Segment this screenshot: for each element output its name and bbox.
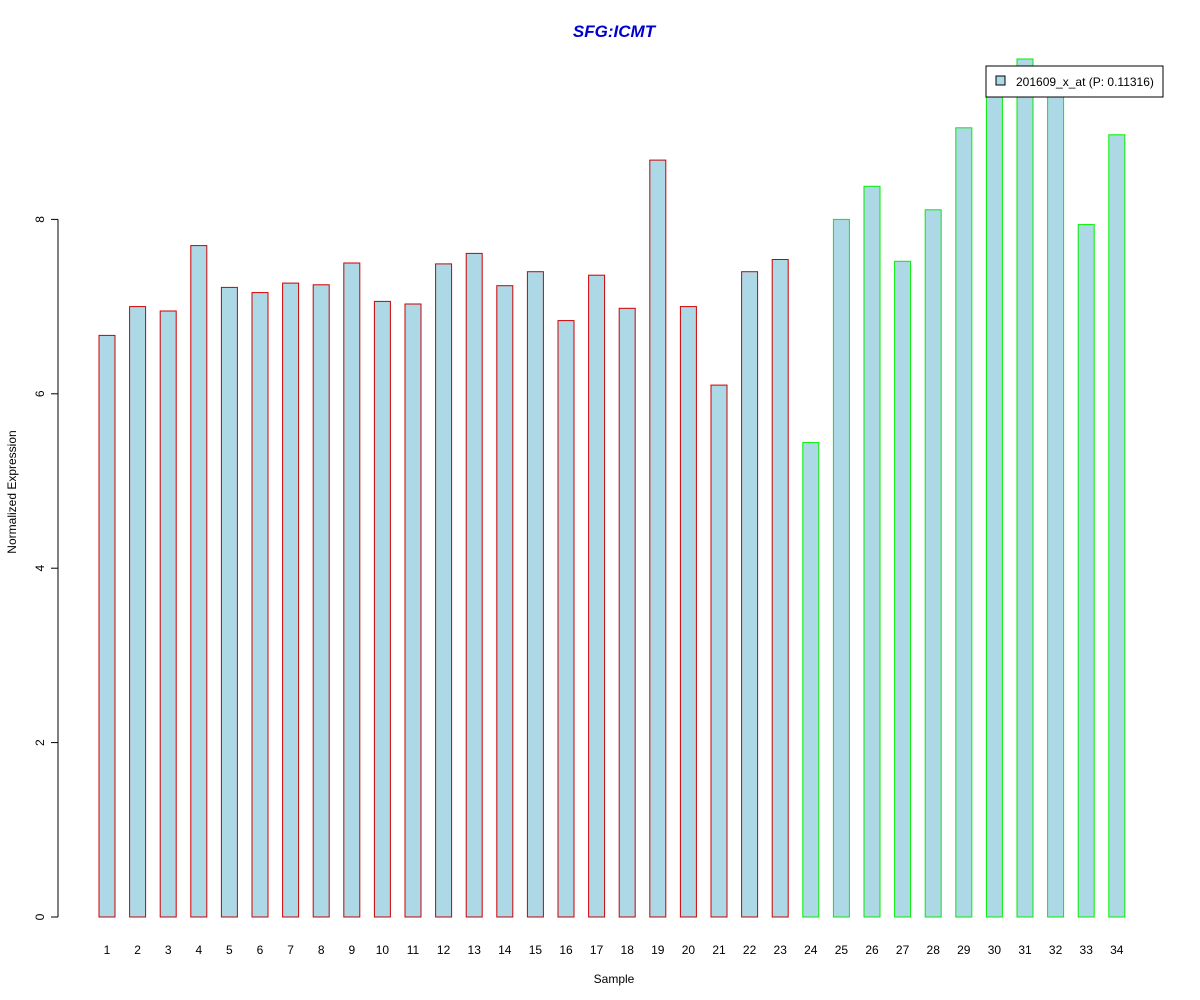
x-tick-label: 21: [712, 943, 726, 957]
legend-label: 201609_x_at (P: 0.11316): [1016, 75, 1154, 89]
y-axis: 0 2 4 6 8: [33, 216, 59, 920]
x-tick-label: 13: [468, 943, 482, 957]
bar-sample-4: [190, 245, 208, 918]
bar-sample-22: [741, 271, 759, 918]
x-axis-label: Sample: [594, 972, 635, 986]
x-tick-label: 9: [348, 943, 355, 957]
bar-sample-5: [220, 286, 238, 918]
y-tick-label: 2: [33, 739, 47, 746]
bar-sample-7: [282, 282, 300, 918]
bar-sample-11: [404, 303, 422, 918]
bar-sample-19: [649, 159, 667, 918]
bar-sample-15: [526, 271, 544, 918]
x-axis-tick-labels: 1 2 3 4 5 6 7 8 9 10 11 12 13 14 15 16 17 18 19 20 21 22 23 24 2…: [104, 943, 1124, 957]
legend: 201609_x_at (P: 0.11316): [985, 65, 1164, 98]
bar-sample-8: [312, 284, 330, 918]
x-tick-label: 33: [1080, 943, 1094, 957]
bar-sample-27: [894, 260, 912, 918]
x-tick-label: 7: [287, 943, 294, 957]
bar-sample-6: [251, 292, 269, 918]
bar-sample-3: [159, 310, 177, 918]
legend-box: [985, 65, 1164, 98]
x-tick-label: 1: [104, 943, 111, 957]
bar-sample-12: [435, 263, 453, 918]
x-tick-label: 17: [590, 943, 604, 957]
x-tick-label: 25: [835, 943, 849, 957]
x-tick-label: 10: [376, 943, 390, 957]
x-tick-label: 24: [804, 943, 818, 957]
bar-sample-1: [98, 334, 116, 918]
x-tick-label: 34: [1110, 943, 1124, 957]
bar-sample-18: [618, 307, 636, 918]
bar-sample-26: [863, 185, 881, 918]
bar-sample-30: [985, 82, 1003, 918]
bar-sample-17: [588, 274, 606, 918]
bar-sample-25: [832, 218, 850, 918]
bar-sample-21: [710, 384, 728, 918]
x-tick-label: 28: [927, 943, 941, 957]
legend-swatch: [995, 75, 1006, 86]
x-tick-label: 26: [865, 943, 879, 957]
x-tick-label: 5: [226, 943, 233, 957]
x-tick-label: 8: [318, 943, 325, 957]
x-tick-label: 30: [988, 943, 1002, 957]
y-axis-label: Normalized Expression: [5, 430, 19, 553]
bar-sample-20: [679, 306, 697, 918]
x-tick-label: 12: [437, 943, 451, 957]
x-tick-label: 18: [621, 943, 635, 957]
bar-sample-28: [924, 209, 942, 918]
bar-sample-13: [465, 252, 483, 918]
x-tick-label: 16: [559, 943, 573, 957]
x-tick-label: 22: [743, 943, 757, 957]
bar-sample-2: [129, 306, 147, 918]
y-tick-label: 6: [33, 390, 47, 397]
x-tick-label: 15: [529, 943, 543, 957]
bar-sample-16: [557, 320, 575, 918]
y-tick-label: 8: [33, 216, 47, 223]
bar-sample-31: [1016, 58, 1034, 918]
y-tick-label: 4: [33, 565, 47, 572]
chart-title: SFG:ICMT: [573, 22, 657, 41]
x-tick-label: 14: [498, 943, 512, 957]
x-tick-label: 20: [682, 943, 696, 957]
x-tick-label: 2: [134, 943, 141, 957]
y-tick-label: 0: [33, 913, 47, 920]
bar-sample-29: [955, 127, 973, 918]
bar-sample-14: [496, 285, 514, 918]
x-tick-label: 3: [165, 943, 172, 957]
bar-sample-9: [343, 262, 361, 918]
x-tick-label: 32: [1049, 943, 1063, 957]
bar-sample-10: [373, 300, 391, 918]
bar-sample-24: [802, 442, 820, 918]
bar-sample-23: [771, 259, 789, 918]
x-tick-label: 6: [257, 943, 264, 957]
bar-sample-33: [1077, 224, 1095, 918]
x-tick-label: 27: [896, 943, 910, 957]
x-tick-label: 29: [957, 943, 971, 957]
bars-group: [98, 58, 1126, 918]
bar-sample-34: [1108, 134, 1126, 918]
x-tick-label: 4: [195, 943, 202, 957]
x-tick-label: 31: [1018, 943, 1032, 957]
bar-sample-32: [1047, 82, 1065, 918]
x-tick-label: 19: [651, 943, 665, 957]
x-tick-label: 11: [407, 943, 420, 957]
x-tick-label: 23: [774, 943, 788, 957]
